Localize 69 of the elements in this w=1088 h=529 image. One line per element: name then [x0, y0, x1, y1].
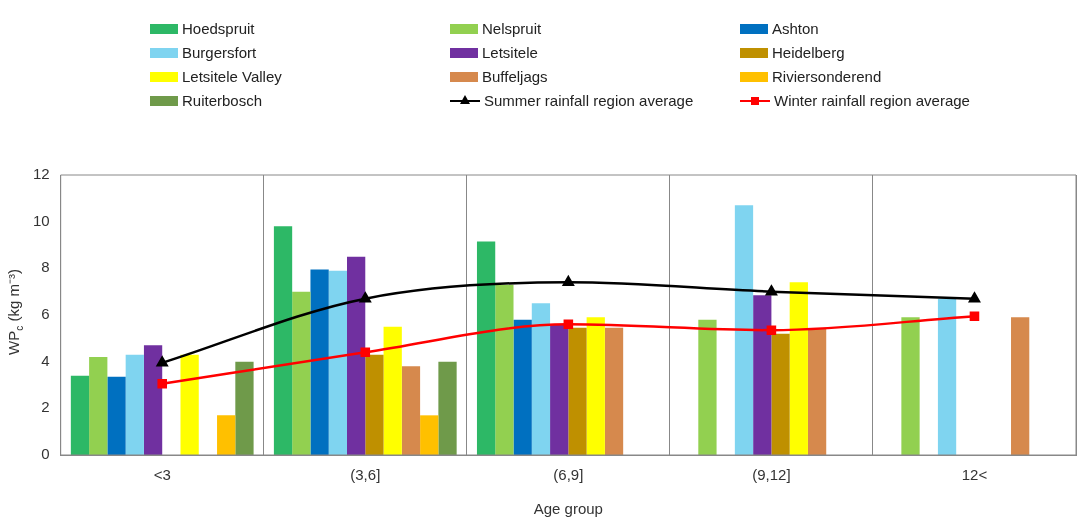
bar	[365, 354, 384, 455]
bar	[107, 376, 126, 455]
bar	[292, 291, 311, 455]
bar	[476, 241, 496, 455]
bar	[901, 317, 920, 455]
legend-label: Heidelberg	[772, 44, 845, 61]
bar	[420, 415, 439, 455]
bar	[937, 298, 957, 455]
y-tick-label: 2	[41, 398, 50, 416]
legend-label: Letsitele	[482, 44, 538, 61]
bar	[734, 205, 754, 455]
legend-label: Riviersonderend	[772, 68, 882, 85]
bar	[383, 326, 402, 455]
bar	[495, 284, 514, 455]
bar	[125, 354, 144, 455]
bar	[310, 269, 329, 455]
bar	[531, 303, 551, 455]
bar	[401, 366, 421, 455]
legend-label: Letsitele Valley	[182, 68, 282, 85]
y-tick-label: 6	[41, 305, 50, 323]
legend-label: Ashton	[772, 20, 819, 37]
bar	[698, 319, 717, 455]
y-tick-label: 8	[41, 258, 50, 276]
y-tick-label: 12	[33, 165, 50, 183]
point	[156, 356, 168, 367]
bar	[604, 327, 624, 455]
bar	[273, 226, 293, 455]
x-axis-title: Age group	[533, 500, 603, 518]
bar	[180, 354, 199, 455]
legend-label: Winter rainfall region average	[774, 92, 970, 109]
legend-label: Buffeljags	[482, 68, 548, 85]
legend-label: Hoedspruit	[182, 20, 255, 37]
y-tick-label: 0	[41, 445, 50, 463]
y-tick-label: 10	[33, 211, 50, 229]
legend-label: Ruiterbosch	[182, 92, 263, 109]
legend-label: Burgersfort	[182, 44, 257, 61]
x-tick-label: (9,12]	[752, 466, 791, 484]
point	[360, 347, 371, 358]
point	[765, 285, 777, 296]
point	[359, 292, 371, 303]
bar	[586, 317, 605, 455]
point	[968, 292, 981, 303]
bar	[89, 357, 108, 455]
x-tick-label: (3,6]	[350, 466, 381, 484]
bar	[143, 345, 163, 455]
point	[766, 325, 777, 335]
bar	[753, 295, 772, 455]
bar	[550, 324, 569, 455]
bar	[328, 270, 347, 455]
point	[563, 319, 574, 330]
x-tick-label: (6,9]	[553, 466, 584, 484]
bar	[347, 256, 366, 455]
legend-label: Nelspruit	[482, 20, 542, 37]
bar	[771, 333, 790, 455]
y-tick-label: 4	[41, 351, 50, 369]
bar	[438, 361, 457, 455]
bar	[70, 375, 90, 455]
bar	[513, 319, 532, 455]
point	[157, 379, 167, 389]
point	[969, 311, 980, 321]
bar	[217, 415, 236, 455]
bar	[789, 282, 808, 455]
bar	[235, 361, 254, 455]
legend-label: Summer rainfall region average	[484, 92, 694, 109]
bar	[568, 327, 587, 455]
bar	[1011, 317, 1030, 455]
bar	[807, 329, 827, 455]
x-tick-label: 12<	[961, 466, 988, 484]
x-tick-label: <3	[153, 466, 171, 484]
